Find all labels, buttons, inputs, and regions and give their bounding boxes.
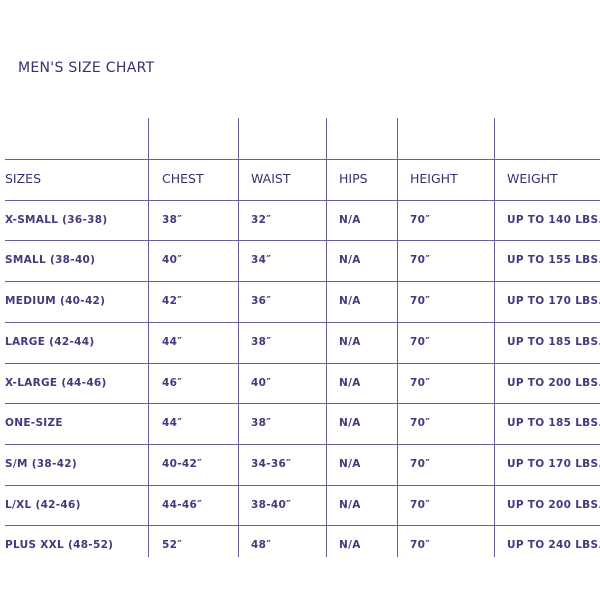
cell-weight: UP TO 155 LBS.: [507, 254, 600, 267]
cell-waist: 32″: [251, 213, 272, 226]
row-divider: [5, 525, 600, 527]
column-divider: [397, 118, 398, 557]
size-chart-table: SIZES CHEST WAIST HIPS HEIGHT WEIGHT X-SMALL (…: [5, 118, 600, 557]
table-row: LARGE (42-44) 44″ 38″ N/A 70″ UP TO 185 LBS.: [5, 322, 600, 362]
cell-weight: UP TO 200 LBS.: [507, 498, 600, 511]
table-row: SMALL (38-40) 40″ 34″ N/A 70″ UP TO 155 LBS.: [5, 240, 600, 280]
cell-waist: 38″: [251, 417, 272, 430]
cell-height: 70″: [410, 254, 431, 267]
cell-height: 70″: [410, 498, 431, 511]
cell-waist: 48″: [251, 539, 272, 552]
column-divider: [238, 118, 239, 557]
cell-waist: 40″: [251, 376, 272, 389]
cell-waist: 36″: [251, 295, 272, 308]
cell-height: 70″: [410, 295, 431, 308]
header-cell-weight: WEIGHT: [507, 171, 558, 186]
cell-chest: 40″: [162, 254, 183, 267]
cell-sizes: MEDIUM (40-42): [5, 295, 106, 308]
cell-hips: N/A: [339, 376, 361, 389]
cell-chest: 42″: [162, 295, 183, 308]
cell-weight: UP TO 240 LBS.: [507, 539, 600, 552]
table-header-row: SIZES CHEST WAIST HIPS HEIGHT WEIGHT: [5, 159, 600, 199]
cell-chest: 40-42″: [162, 457, 203, 470]
column-divider: [494, 118, 495, 557]
cell-weight: UP TO 185 LBS.: [507, 335, 600, 348]
cell-hips: N/A: [339, 254, 361, 267]
cell-weight: UP TO 185 LBS.: [507, 417, 600, 430]
cell-sizes: ONE-SIZE: [5, 417, 63, 430]
table-row: X-SMALL (36-38) 38″ 32″ N/A 70″ UP TO 140 LBS…: [5, 200, 600, 240]
table-row: X-LARGE (44-46) 46″ 40″ N/A 70″ UP TO 200 LBS…: [5, 363, 600, 403]
cell-chest: 44-46″: [162, 498, 203, 511]
cell-height: 70″: [410, 457, 431, 470]
table-row: S/M (38-42) 40-42″ 34-36″ N/A 70″ UP TO 170 L…: [5, 444, 600, 484]
cell-chest: 44″: [162, 335, 183, 348]
column-divider: [326, 118, 327, 557]
cell-sizes: PLUS XXL (48-52): [5, 539, 114, 552]
table-row: L/XL (42-46) 44-46″ 38-40″ N/A 70″ UP TO 200 …: [5, 485, 600, 525]
cell-hips: N/A: [339, 457, 361, 470]
cell-sizes: L/XL (42-46): [5, 498, 81, 511]
row-divider: [5, 484, 600, 486]
row-divider: [5, 403, 600, 405]
cell-weight: UP TO 170 LBS.: [507, 295, 600, 308]
header-cell-sizes: SIZES: [5, 171, 42, 186]
row-divider: [5, 362, 600, 364]
cell-sizes: S/M (38-42): [5, 457, 77, 470]
cell-sizes: SMALL (38-40): [5, 254, 96, 267]
cell-hips: N/A: [339, 417, 361, 430]
cell-chest: 46″: [162, 376, 183, 389]
cell-sizes: X-LARGE (44-46): [5, 376, 107, 389]
cell-waist: 38-40″: [251, 498, 292, 511]
cell-weight: UP TO 170 LBS.: [507, 457, 600, 470]
row-divider: [5, 321, 600, 323]
cell-weight: UP TO 140 LBS.: [507, 213, 600, 226]
cell-height: 70″: [410, 213, 431, 226]
cell-weight: UP TO 200 LBS.: [507, 376, 600, 389]
page-title: MEN'S SIZE CHART: [18, 60, 155, 76]
cell-waist: 38″: [251, 335, 272, 348]
row-divider: [5, 443, 600, 445]
cell-height: 70″: [410, 376, 431, 389]
header-cell-waist: WAIST: [251, 171, 291, 186]
cell-chest: 44″: [162, 417, 183, 430]
cell-chest: 52″: [162, 539, 183, 552]
header-cell-hips: HIPS: [339, 171, 368, 186]
cell-hips: N/A: [339, 295, 361, 308]
row-divider: [5, 281, 600, 283]
cell-height: 70″: [410, 539, 431, 552]
table-row: PLUS XXL (48-52) 52″ 48″ N/A 70″ UP TO 240 LB…: [5, 525, 600, 565]
header-cell-chest: CHEST: [162, 171, 204, 186]
cell-hips: N/A: [339, 539, 361, 552]
cell-height: 70″: [410, 417, 431, 430]
row-divider: [5, 240, 600, 242]
cell-hips: N/A: [339, 213, 361, 226]
column-divider: [148, 118, 149, 557]
cell-sizes: LARGE (42-44): [5, 335, 95, 348]
cell-chest: 38″: [162, 213, 183, 226]
cell-height: 70″: [410, 335, 431, 348]
table-row: ONE-SIZE 44″ 38″ N/A 70″ UP TO 185 LBS.: [5, 403, 600, 443]
cell-sizes: X-SMALL (36-38): [5, 213, 108, 226]
cell-waist: 34-36″: [251, 457, 292, 470]
table-row: MEDIUM (40-42) 42″ 36″ N/A 70″ UP TO 170 LBS.: [5, 281, 600, 321]
cell-hips: N/A: [339, 335, 361, 348]
row-divider: [5, 159, 600, 160]
header-cell-height: HEIGHT: [410, 171, 458, 186]
cell-hips: N/A: [339, 498, 361, 511]
row-divider: [5, 199, 600, 201]
cell-waist: 34″: [251, 254, 272, 267]
